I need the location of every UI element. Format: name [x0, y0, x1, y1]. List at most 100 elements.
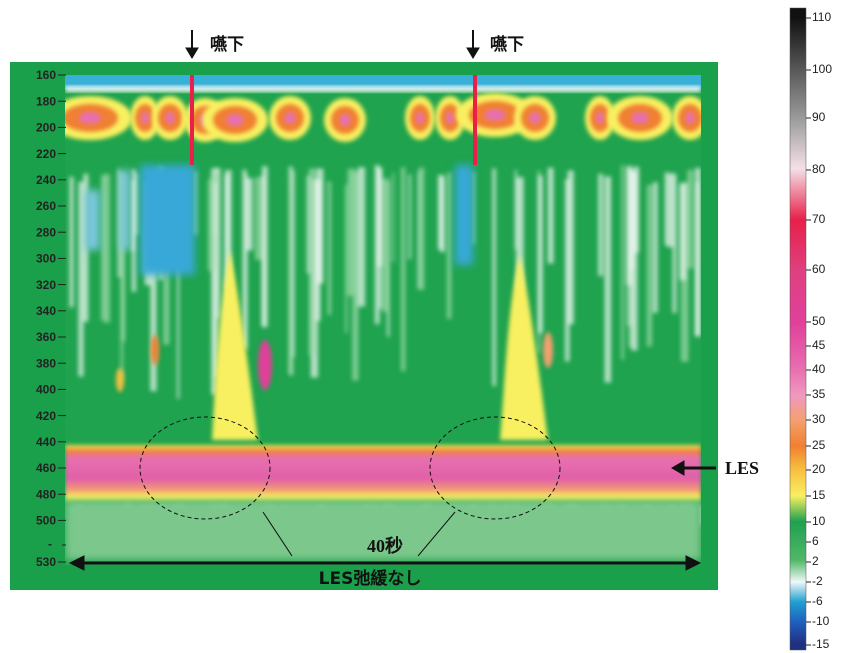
blob: [79, 112, 101, 124]
blob: [141, 112, 149, 124]
blob: [446, 112, 454, 124]
streak: [101, 175, 105, 320]
swallow-label: 嚥下: [490, 35, 524, 55]
colorbar-label: 6: [812, 534, 819, 548]
streak: [565, 179, 570, 362]
y-tick-label: 220: [36, 147, 56, 161]
blob: [284, 112, 295, 124]
colorbar-label: 45: [812, 338, 826, 352]
y-tick-label: 340: [36, 304, 56, 318]
y-tick-label: 460: [36, 461, 56, 475]
y-tick-label: 440: [36, 435, 56, 449]
streak: [327, 181, 331, 315]
les-label: LES: [725, 458, 759, 478]
colorbar-label: 35: [812, 387, 826, 401]
y-tick-label: 500: [36, 514, 56, 528]
streak: [262, 166, 268, 327]
colorbar-label: 10: [812, 514, 826, 528]
colorbar-label: 40: [812, 362, 826, 376]
streak: [515, 170, 517, 250]
blob: [485, 109, 506, 121]
blob: [596, 112, 604, 124]
streak: [289, 185, 293, 375]
blob: [529, 112, 540, 124]
blob: [165, 112, 175, 124]
tick-dash: -: [48, 537, 52, 551]
streak: [345, 184, 347, 333]
streak: [647, 185, 652, 347]
colorbar-label: 80: [812, 162, 826, 176]
colorbar-label: 15: [812, 488, 826, 502]
streak: [605, 176, 612, 382]
streak: [440, 178, 444, 253]
streak: [492, 168, 496, 386]
streak: [255, 177, 263, 260]
colorbar-label: 30: [812, 412, 826, 426]
blob: [226, 114, 244, 126]
streak: [307, 175, 310, 273]
streak: [208, 179, 215, 271]
streak: [78, 182, 83, 377]
colorbar-label: 25: [812, 438, 826, 452]
colorbar-label: 100: [812, 62, 832, 76]
blob: [631, 112, 649, 124]
y-tick-label: 160: [36, 68, 56, 82]
streak: [631, 172, 637, 350]
y-tick-label: 180: [36, 94, 56, 108]
streak: [679, 184, 686, 281]
streak: [352, 172, 358, 381]
y-tick-label: 400: [36, 383, 56, 397]
streak: [131, 180, 136, 251]
streak: [548, 168, 554, 264]
y-tick-label: 380: [36, 356, 56, 370]
colorbar-label: -2: [812, 574, 823, 588]
streak: [392, 173, 394, 262]
blob: [685, 112, 695, 124]
y-tick-label: 300: [36, 252, 56, 266]
streak: [246, 174, 248, 350]
colorbar: [790, 8, 806, 650]
colorbar-label: 2: [812, 554, 819, 568]
y-tick-label: 360: [36, 330, 56, 344]
streak: [667, 173, 674, 247]
y-tick-label: 240: [36, 173, 56, 187]
streak: [621, 165, 624, 360]
colorbar-label: -6: [812, 594, 823, 608]
colorbar-label: -10: [812, 614, 830, 628]
colorbar-label: 20: [812, 462, 826, 476]
streak: [665, 172, 668, 245]
y-tick-label: 530: [36, 555, 56, 569]
duration-label: 40秒: [367, 535, 403, 556]
swallow-label: 嚥下: [210, 35, 244, 55]
streak: [653, 182, 658, 313]
y-tick-label: 200: [36, 121, 56, 135]
note-label: LES弛緩なし: [319, 568, 422, 589]
y-tick-label: 420: [36, 409, 56, 423]
y-tick-label: 280: [36, 225, 56, 239]
y-tick-label: 260: [36, 199, 56, 213]
streak: [118, 169, 120, 278]
colorbar-label: 70: [812, 212, 826, 226]
streak: [687, 170, 693, 268]
colorbar-label: -15: [812, 637, 830, 651]
streak: [695, 168, 701, 336]
streak: [375, 165, 380, 324]
y-tick-label: 320: [36, 278, 56, 292]
blob: [339, 114, 350, 126]
streak: [447, 173, 452, 319]
streak: [358, 167, 365, 306]
streak: [419, 167, 424, 289]
y-tick-label: 480: [36, 487, 56, 501]
streak: [538, 176, 543, 334]
manometry-figure: - 嚥下 嚥下 LES 40秒 LES弛緩なし 1601802002202402…: [0, 0, 847, 653]
streak: [598, 174, 603, 276]
blob: [416, 112, 424, 124]
streak: [409, 174, 411, 259]
streak: [69, 177, 73, 308]
colorbar-label: 50: [812, 314, 826, 328]
colorbar-label: 110: [812, 10, 831, 24]
streak: [382, 179, 389, 312]
colorbar-label: 60: [812, 262, 826, 276]
colorbar-label: 90: [812, 110, 826, 124]
streak: [309, 168, 316, 355]
